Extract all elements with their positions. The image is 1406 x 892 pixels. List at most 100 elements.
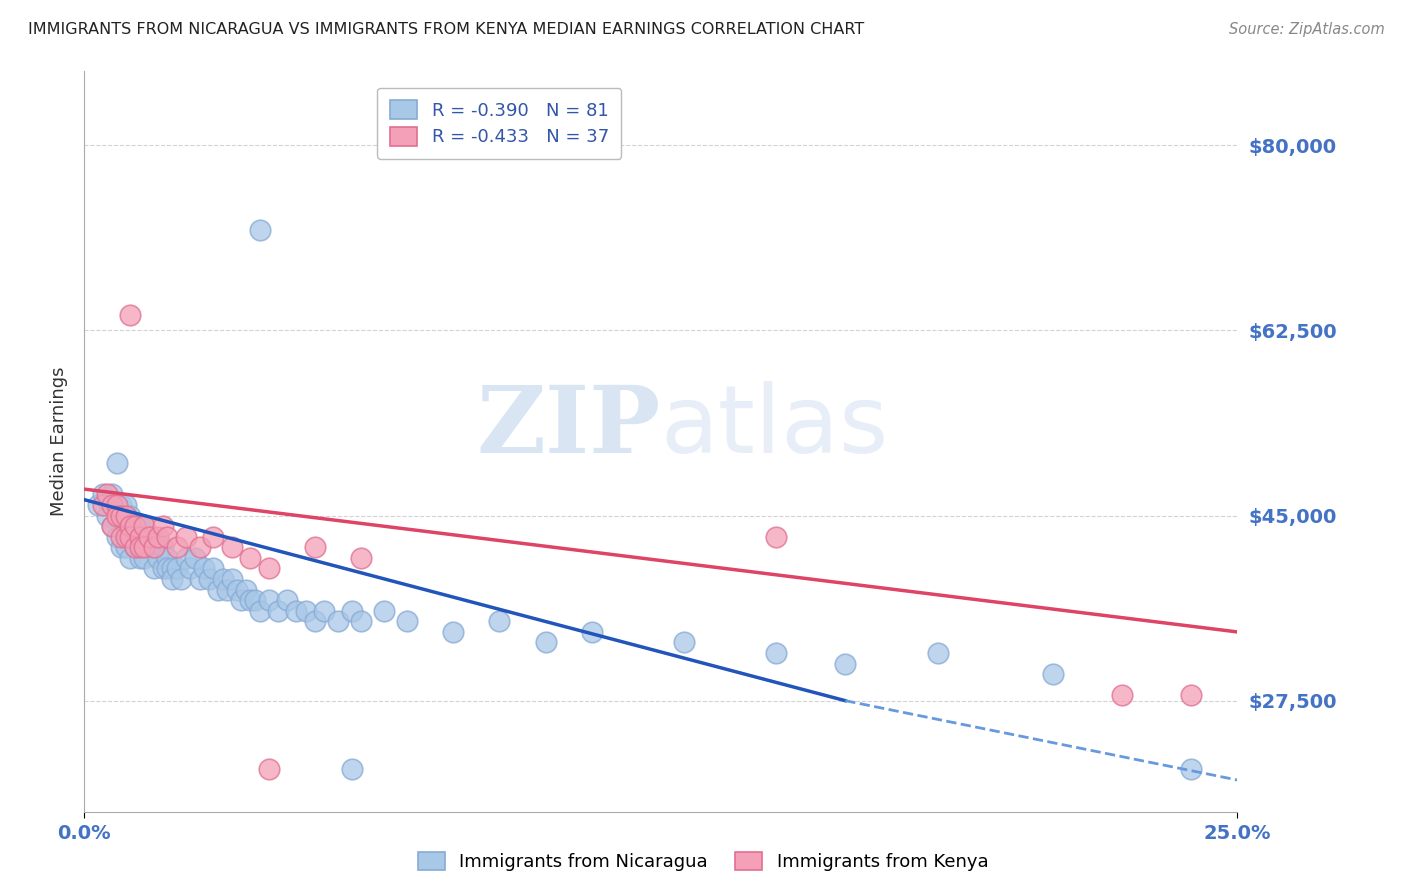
Point	[257, 593, 280, 607]
Point	[120, 530, 142, 544]
Point	[314, 604, 336, 618]
Point	[160, 572, 183, 586]
Point	[115, 519, 138, 533]
Point	[124, 530, 146, 544]
Legend: Immigrants from Nicaragua, Immigrants from Kenya: Immigrants from Nicaragua, Immigrants fr…	[411, 845, 995, 879]
Point	[174, 530, 197, 544]
Point	[1111, 689, 1133, 703]
Point	[239, 550, 262, 565]
Point	[142, 541, 165, 555]
Point	[134, 541, 156, 555]
Point	[243, 593, 266, 607]
Point	[257, 763, 280, 777]
Point	[834, 657, 856, 671]
Point	[193, 561, 215, 575]
Point	[166, 561, 188, 575]
Point	[373, 604, 395, 618]
Point	[257, 561, 280, 575]
Text: atlas: atlas	[661, 381, 889, 473]
Point	[124, 541, 146, 555]
Text: Source: ZipAtlas.com: Source: ZipAtlas.com	[1229, 22, 1385, 37]
Point	[166, 541, 188, 555]
Point	[128, 519, 150, 533]
Text: ZIP: ZIP	[477, 382, 661, 472]
Point	[115, 508, 138, 523]
Point	[105, 530, 128, 544]
Point	[142, 561, 165, 575]
Point	[101, 519, 124, 533]
Point	[188, 572, 211, 586]
Point	[120, 550, 142, 565]
Legend: R = -0.390   N = 81, R = -0.433   N = 37: R = -0.390 N = 81, R = -0.433 N = 37	[377, 87, 621, 159]
Point	[350, 615, 373, 629]
Point	[115, 541, 138, 555]
Point	[105, 498, 128, 512]
Point	[105, 456, 128, 470]
Point	[672, 635, 695, 649]
Point	[170, 572, 193, 586]
Point	[221, 541, 243, 555]
Point	[146, 550, 169, 565]
Point	[124, 541, 146, 555]
Point	[91, 487, 114, 501]
Point	[124, 519, 146, 533]
Point	[115, 498, 138, 512]
Point	[534, 635, 557, 649]
Y-axis label: Median Earnings: Median Earnings	[49, 367, 67, 516]
Point	[142, 541, 165, 555]
Point	[581, 624, 603, 639]
Point	[765, 530, 787, 544]
Point	[134, 519, 156, 533]
Point	[304, 615, 326, 629]
Point	[927, 646, 949, 660]
Point	[110, 508, 132, 523]
Point	[156, 550, 179, 565]
Point	[340, 604, 363, 618]
Point	[142, 530, 165, 544]
Point	[1180, 689, 1202, 703]
Point	[134, 550, 156, 565]
Point	[152, 541, 174, 555]
Point	[294, 604, 316, 618]
Point	[146, 530, 169, 544]
Point	[96, 508, 118, 523]
Point	[249, 604, 271, 618]
Point	[96, 492, 118, 507]
Point	[120, 530, 142, 544]
Point	[110, 498, 132, 512]
Point	[138, 541, 160, 555]
Point	[326, 615, 349, 629]
Point	[207, 582, 229, 597]
Point	[217, 582, 239, 597]
Point	[156, 561, 179, 575]
Point	[128, 530, 150, 544]
Point	[231, 593, 253, 607]
Point	[120, 519, 142, 533]
Point	[225, 582, 247, 597]
Point	[285, 604, 308, 618]
Point	[128, 541, 150, 555]
Point	[96, 487, 118, 501]
Point	[184, 550, 207, 565]
Point	[134, 519, 156, 533]
Point	[221, 572, 243, 586]
Point	[304, 541, 326, 555]
Point	[1042, 667, 1064, 681]
Point	[120, 308, 142, 322]
Point	[128, 550, 150, 565]
Point	[101, 519, 124, 533]
Point	[110, 530, 132, 544]
Point	[91, 498, 114, 512]
Point	[202, 530, 225, 544]
Point	[239, 593, 262, 607]
Point	[1180, 763, 1202, 777]
Text: IMMIGRANTS FROM NICARAGUA VS IMMIGRANTS FROM KENYA MEDIAN EARNINGS CORRELATION C: IMMIGRANTS FROM NICARAGUA VS IMMIGRANTS …	[28, 22, 865, 37]
Point	[152, 561, 174, 575]
Point	[110, 541, 132, 555]
Point	[138, 530, 160, 544]
Point	[441, 624, 464, 639]
Point	[202, 561, 225, 575]
Point	[134, 530, 156, 544]
Point	[267, 604, 290, 618]
Point	[152, 519, 174, 533]
